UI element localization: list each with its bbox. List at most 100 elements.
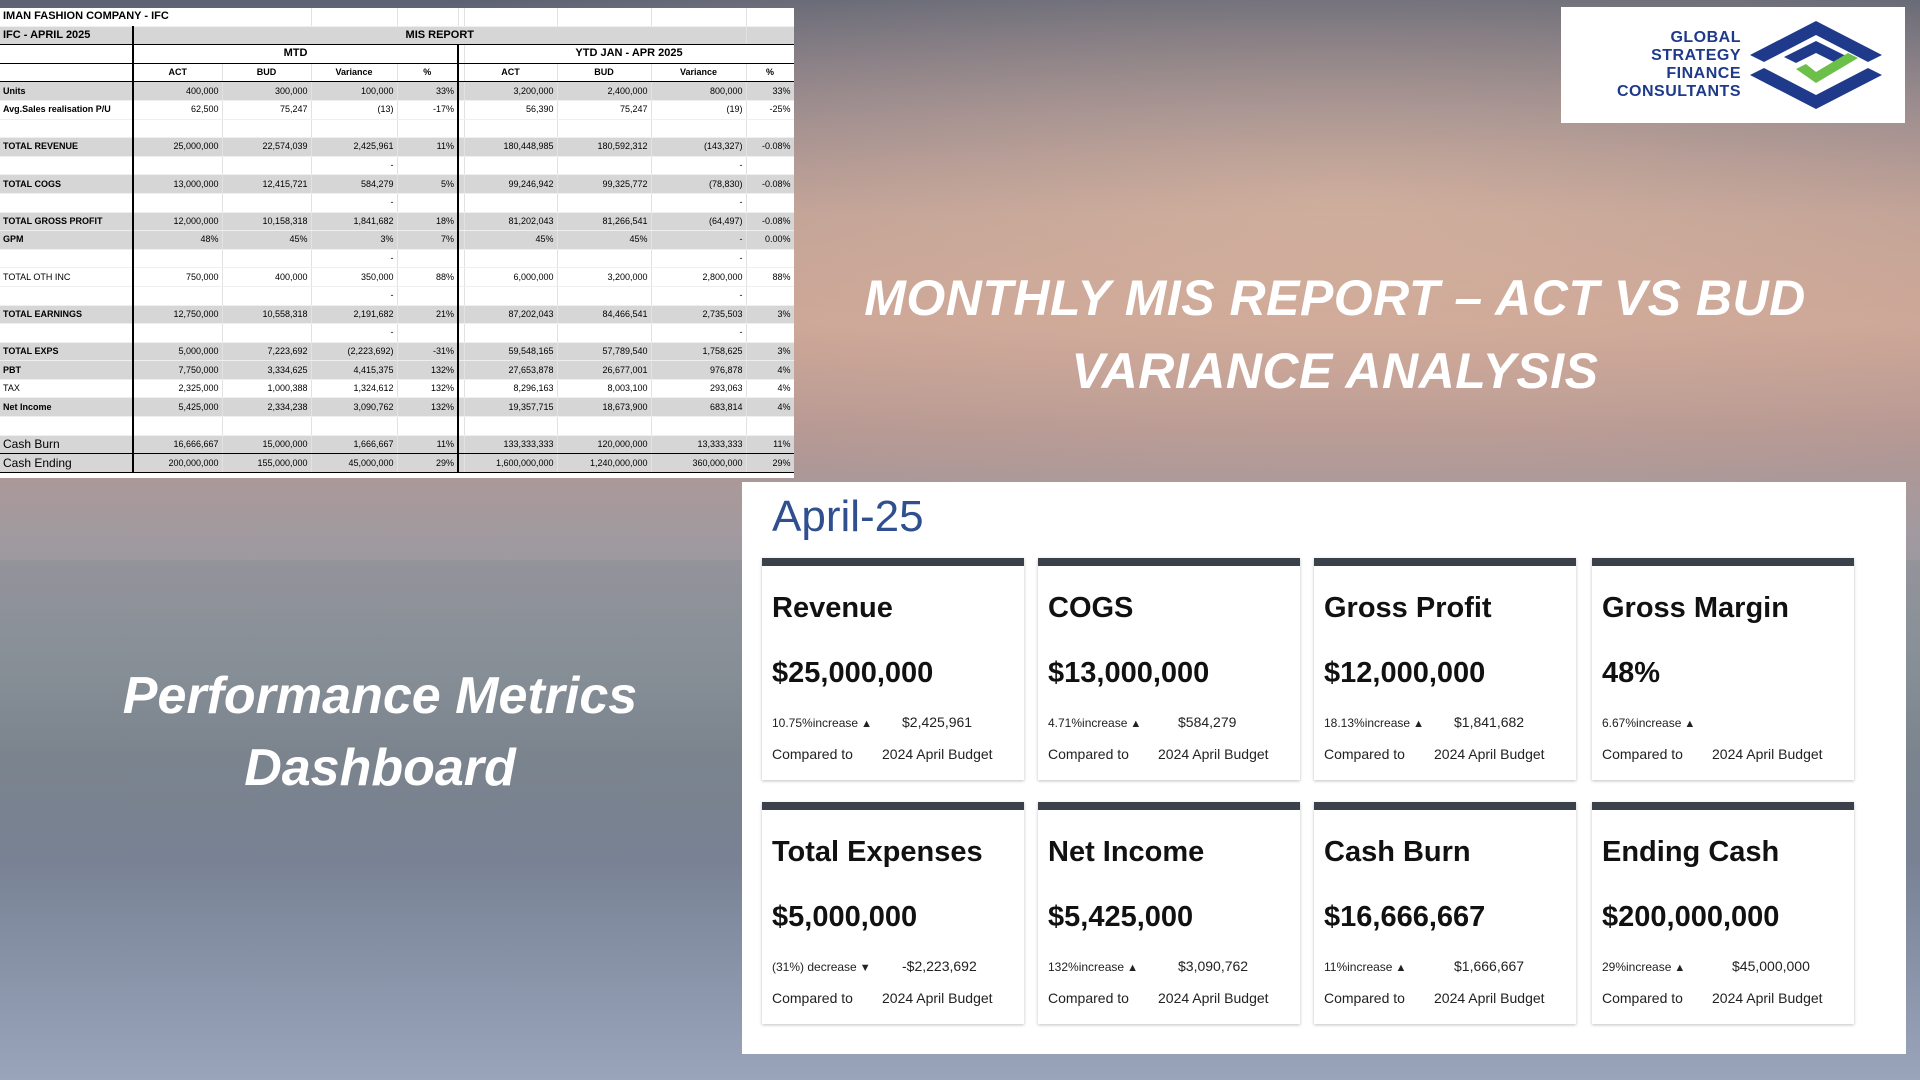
kpi-name: Net Income — [1048, 836, 1205, 868]
table-cell — [397, 416, 459, 436]
table-cell — [557, 119, 652, 139]
kpi-name: Revenue — [772, 592, 893, 624]
row-label: Units — [0, 81, 134, 101]
table-cell: - — [311, 323, 398, 343]
table-cell: 4% — [746, 360, 794, 380]
table-cell: 81,202,043 — [464, 212, 558, 232]
row-label: Avg.Sales realisation P/U — [0, 100, 134, 120]
separator — [457, 100, 465, 120]
table-cell — [746, 156, 794, 176]
kpi-name: Gross Margin — [1602, 592, 1789, 624]
table-row: TOTAL REVENUE 25,000,000 22,574,039 2,425,9… — [0, 137, 794, 157]
table-cell — [222, 249, 312, 269]
kpi-compared-label: Compared to — [1324, 746, 1405, 762]
kpi-change: 10.75%increase ▲ — [772, 716, 872, 730]
kpi-budget-label: 2024 April Budget — [1158, 746, 1269, 762]
table-cell: 75,247 — [557, 100, 652, 120]
kpi-card: Net Income $5,425,000 132%increase ▲ $3,090,… — [1038, 802, 1300, 1024]
table-cell: 750,000 — [132, 267, 223, 287]
table-cell — [651, 119, 747, 139]
row-label: Cash Burn — [0, 434, 134, 455]
table-row: PBT 7,750,000 3,334,625 4,415,375 132% 27,653… — [0, 360, 794, 380]
table-row: GPM 48% 45% 3% 7% 45% 45% -0.00% — [0, 230, 794, 250]
kpi-change-text: (31%) decrease — [772, 960, 857, 974]
table-cell: 57,789,540 — [557, 342, 652, 362]
table-cell — [222, 193, 312, 213]
table-cell: 976,878 — [651, 360, 747, 380]
kpi-card: Gross Profit $12,000,000 18.13%increase ▲ $1… — [1314, 558, 1576, 780]
table-cell: 7,750,000 — [132, 360, 223, 380]
table-cell — [464, 416, 558, 436]
table-cell: (2,223,692) — [311, 342, 398, 362]
table-cell: 683,814 — [651, 397, 747, 418]
table-cell — [557, 323, 652, 343]
table-cell: 11% — [746, 434, 794, 455]
kpi-compared-label: Compared to — [1048, 746, 1129, 762]
table-row: Cash Burn 16,666,667 15,000,000 1,666,667 11… — [0, 434, 794, 455]
table-cell: 0.00% — [746, 230, 794, 250]
table-row: TOTAL COGS 13,000,000 12,415,721 584,279 5% 9… — [0, 174, 794, 194]
table-cell: 180,592,312 — [557, 137, 652, 157]
row-label: TOTAL GROSS PROFIT — [0, 212, 134, 232]
logo-line-1: GLOBAL — [1670, 29, 1741, 46]
kpi-card: Cash Burn $16,666,667 11%increase ▲ $1,666,6… — [1314, 802, 1576, 1024]
separator — [457, 342, 465, 362]
headline-line-1: MONTHLY MIS REPORT – ACT VS BUD — [864, 270, 1806, 326]
kpi-change-text: 10.75%increase — [772, 716, 859, 730]
header-blank — [0, 62, 134, 83]
table-cell — [651, 416, 747, 436]
kpi-variance-amount: $2,425,961 — [902, 714, 973, 730]
table-cell — [557, 193, 652, 213]
table-cell: 22,574,039 — [222, 137, 312, 157]
table-cell — [132, 119, 223, 139]
kpi-change: 18.13%increase ▲ — [1324, 716, 1424, 730]
row-label: TAX — [0, 379, 134, 399]
table-cell — [222, 323, 312, 343]
row-label — [0, 249, 134, 269]
arrow-up-icon: ▲ — [1684, 718, 1696, 730]
logo-mark-icon — [1750, 21, 1882, 109]
table-cell: (19) — [651, 100, 747, 120]
table-cell: 75,247 — [222, 100, 312, 120]
table-cell — [397, 156, 459, 176]
column-header: % — [746, 62, 794, 83]
table-cell: 13,000,000 — [132, 174, 223, 194]
logo-line-3: FINANCE — [1666, 65, 1741, 82]
table-cell — [132, 156, 223, 176]
table-cell: 5% — [397, 174, 459, 194]
row-label: TOTAL COGS — [0, 174, 134, 194]
separator — [457, 379, 465, 399]
table-cell: 5,000,000 — [132, 342, 223, 362]
table-cell — [557, 249, 652, 269]
row-label: TOTAL EARNINGS — [0, 305, 134, 325]
separator — [457, 286, 465, 306]
kpi-change: 29%increase ▲ — [1602, 960, 1685, 974]
table-cell — [746, 119, 794, 139]
table-cell: 45% — [557, 230, 652, 250]
table-cell: - — [651, 230, 747, 250]
arrow-up-icon: ▲ — [1413, 718, 1424, 730]
kpi-value: $200,000,000 — [1602, 901, 1780, 933]
table-cell: -31% — [397, 342, 459, 362]
table-cell: 12,750,000 — [132, 305, 223, 325]
kpi-compared-label: Compared to — [772, 990, 853, 1006]
table-cell: 400,000 — [132, 81, 223, 101]
table-cell — [132, 286, 223, 306]
kpi-value: $25,000,000 — [772, 657, 934, 689]
separator — [457, 453, 465, 473]
table-cell — [464, 323, 558, 343]
table-cell: - — [311, 286, 398, 306]
table-cell: 45,000,000 — [311, 453, 398, 473]
table-row: TOTAL OTH INC 750,000 400,000 350,000 88% 6,0… — [0, 267, 794, 287]
table-cell: 8,003,100 — [557, 379, 652, 399]
table-cell: 10,558,318 — [222, 305, 312, 325]
table-cell — [222, 416, 312, 436]
table-cell: 99,325,772 — [557, 174, 652, 194]
kpi-name: Total Expenses — [772, 836, 983, 868]
table-cell: 11% — [397, 434, 459, 455]
row-label — [0, 323, 134, 343]
separator — [457, 434, 465, 455]
table-cell: - — [651, 156, 747, 176]
table-row — [0, 416, 794, 436]
kpi-change: 11%increase ▲ — [1324, 960, 1406, 974]
